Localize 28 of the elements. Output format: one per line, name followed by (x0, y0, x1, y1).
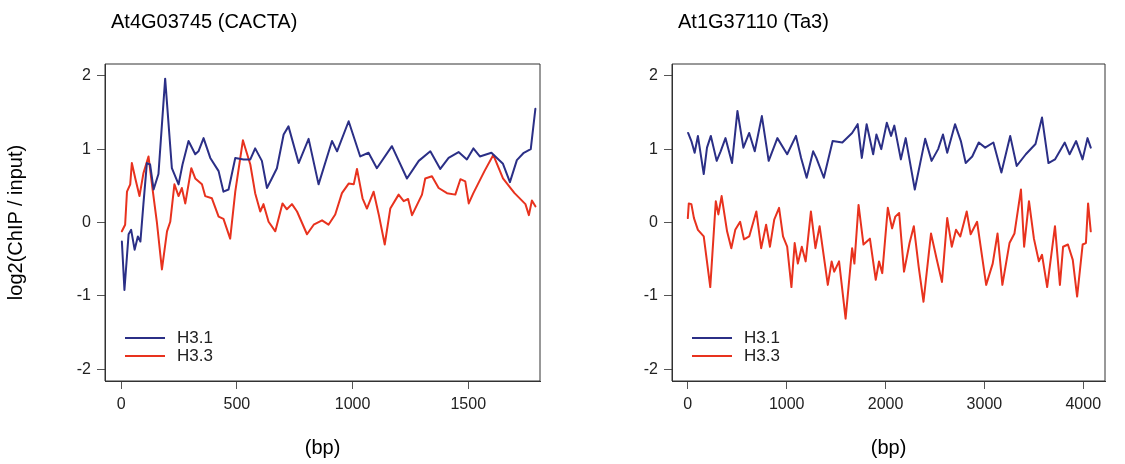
y-tick-label: 0 (649, 212, 659, 230)
y-tick-label: 1 (82, 139, 92, 157)
x-tick-label: 0 (683, 395, 693, 413)
y-tick-label: -1 (643, 286, 659, 304)
x-axis-title: (bp) (870, 435, 907, 458)
legend-label: H3.3 (744, 345, 780, 365)
x-tick-label: 3000 (966, 395, 1003, 413)
x-tick-label: 0 (116, 395, 126, 413)
chart-title: At1G37110 (Ta3) (678, 10, 829, 32)
x-tick-label: 4000 (1065, 395, 1102, 413)
y-tick-label: -2 (643, 359, 659, 377)
chart-title: At4G03745 (CACTA) (111, 10, 298, 32)
y-tick-label: 1 (649, 139, 659, 157)
y-tick-label: 2 (82, 66, 92, 84)
x-tick-label: 1500 (450, 395, 487, 413)
x-tick-label: 1000 (334, 395, 371, 413)
legend-label: H3.1 (177, 327, 213, 347)
y-tick-label: -2 (76, 359, 92, 377)
legend-label: H3.1 (744, 327, 780, 347)
y-tick-label: 2 (649, 66, 659, 84)
x-tick-label: 500 (223, 395, 251, 413)
x-axis-title: (bp) (304, 435, 341, 458)
legend-label: H3.3 (177, 345, 213, 365)
x-tick-label: 1000 (768, 395, 805, 413)
y-axis-title: log2(ChIP / input) (3, 144, 26, 301)
y-tick-label: -1 (76, 286, 92, 304)
x-tick-label: 2000 (867, 395, 904, 413)
y-tick-label: 0 (82, 212, 92, 230)
